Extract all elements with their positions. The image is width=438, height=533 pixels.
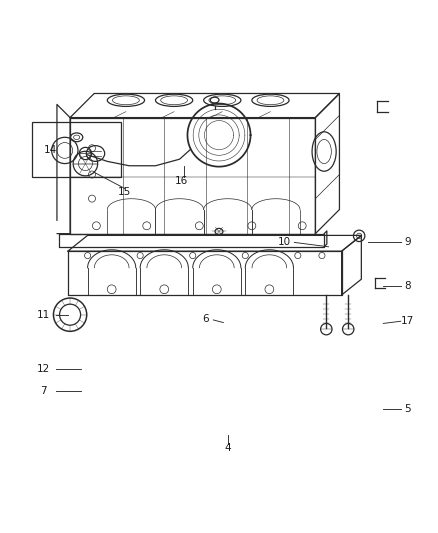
Text: 8: 8	[404, 281, 411, 291]
Text: 14: 14	[44, 146, 57, 156]
Text: 9: 9	[404, 237, 411, 247]
Text: 10: 10	[278, 237, 291, 247]
Bar	[32, 122, 121, 177]
Text: 6: 6	[202, 314, 209, 324]
Text: 16: 16	[175, 176, 188, 186]
Text: 7: 7	[40, 386, 47, 397]
Text: 5: 5	[404, 404, 411, 414]
Text: 4: 4	[224, 443, 231, 453]
Text: 11: 11	[37, 310, 50, 320]
Text: 17: 17	[401, 316, 414, 326]
Text: 12: 12	[37, 365, 50, 374]
Text: 15: 15	[118, 187, 131, 197]
